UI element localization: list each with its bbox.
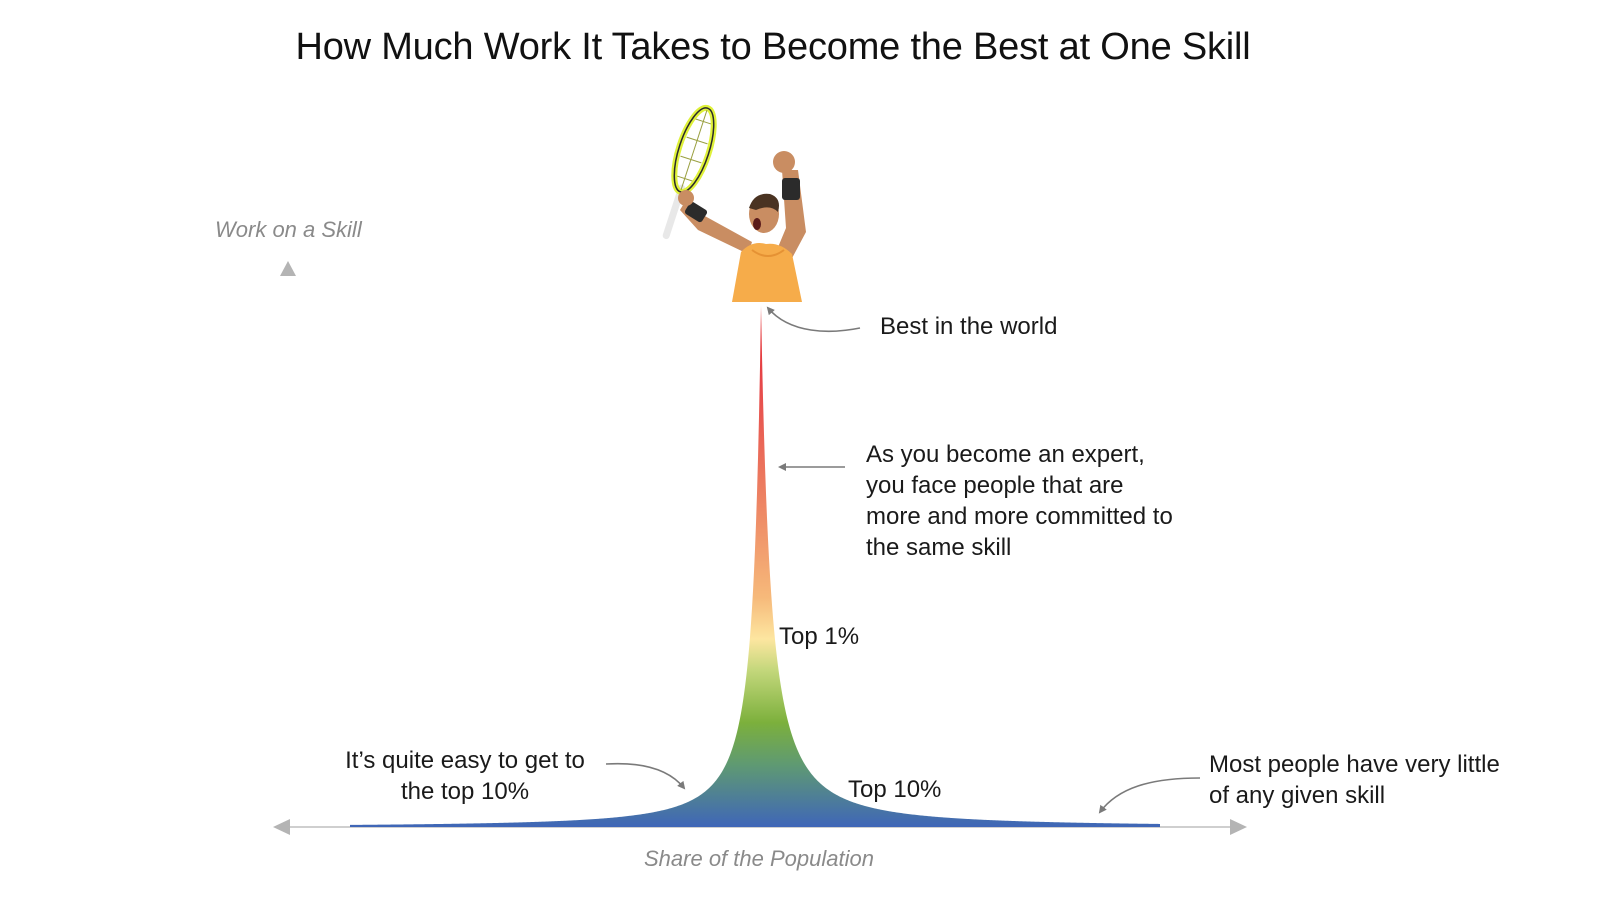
easy-note-line: It’s quite easy to get to: [345, 747, 585, 774]
distribution-curve: [350, 306, 1160, 827]
expert-note-line: more and more committed to: [866, 503, 1173, 530]
y-axis-label: Work on a Skill: [215, 217, 362, 242]
most-people-note-line: Most people have very little: [1209, 751, 1500, 778]
top-10-percent-label: Top 10%: [848, 776, 942, 803]
expert-note-line: the same skill: [866, 534, 1012, 561]
most-arrow-icon: [1098, 777, 1201, 814]
y-axis-arrow-icon: [280, 261, 296, 276]
easy-note-line: the top 10%: [400, 778, 530, 805]
easy-note: It’s quite easy to get to the top 10%: [334, 745, 596, 807]
expert-note-line: As you become an expert,: [866, 441, 1145, 468]
best-arrow-icon: [766, 306, 861, 333]
most-people-note-line: of any given skill: [1209, 782, 1386, 809]
page-title: How Much Work It Takes to Become the Bes…: [295, 26, 1251, 68]
expert-note-line: you face people that are: [866, 472, 1124, 499]
top-1-percent-label: Top 1%: [779, 623, 860, 650]
expert-note: As you become an expert, you face people…: [866, 439, 1173, 563]
easy-arrow-icon: [605, 762, 686, 790]
best-in-world-label: Best in the world: [880, 313, 1058, 340]
x-axis-left-arrow-icon: [273, 819, 290, 835]
most-people-note: Most people have very little of any give…: [1209, 749, 1500, 811]
x-axis-right-arrow-icon: [1230, 819, 1247, 835]
tennis-player-celebrating-icon: [662, 104, 806, 302]
x-axis-label: Share of the Population: [644, 846, 874, 871]
